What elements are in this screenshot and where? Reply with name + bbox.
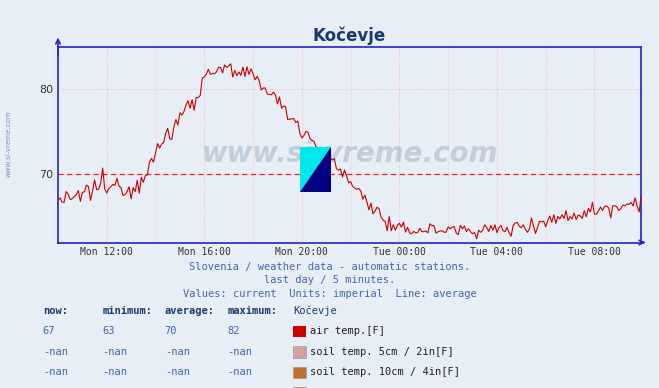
Text: www.si-vreme.com: www.si-vreme.com bbox=[202, 140, 498, 168]
Text: -nan: -nan bbox=[165, 367, 190, 377]
Polygon shape bbox=[300, 147, 331, 192]
Text: minimum:: minimum: bbox=[102, 305, 152, 315]
Text: -nan: -nan bbox=[165, 346, 190, 357]
Text: -nan: -nan bbox=[227, 346, 252, 357]
Text: maximum:: maximum: bbox=[227, 305, 277, 315]
Polygon shape bbox=[300, 147, 331, 192]
Text: Slovenia / weather data - automatic stations.: Slovenia / weather data - automatic stat… bbox=[189, 262, 470, 272]
Text: soil temp. 5cm / 2in[F]: soil temp. 5cm / 2in[F] bbox=[310, 346, 454, 357]
Text: now:: now: bbox=[43, 305, 68, 315]
Polygon shape bbox=[300, 147, 331, 192]
Text: -nan: -nan bbox=[102, 367, 127, 377]
Text: www.si-vreme.com: www.si-vreme.com bbox=[5, 110, 11, 177]
Text: air temp.[F]: air temp.[F] bbox=[310, 326, 386, 336]
Title: Kočevje: Kočevje bbox=[313, 26, 386, 45]
Text: -nan: -nan bbox=[43, 346, 68, 357]
Text: -nan: -nan bbox=[227, 367, 252, 377]
Text: last day / 5 minutes.: last day / 5 minutes. bbox=[264, 275, 395, 285]
Text: soil temp. 10cm / 4in[F]: soil temp. 10cm / 4in[F] bbox=[310, 367, 461, 377]
Text: Values: current  Units: imperial  Line: average: Values: current Units: imperial Line: av… bbox=[183, 289, 476, 299]
Text: -nan: -nan bbox=[43, 367, 68, 377]
Text: Kočevje: Kočevje bbox=[293, 305, 337, 315]
Text: 63: 63 bbox=[102, 326, 115, 336]
Text: -nan: -nan bbox=[102, 346, 127, 357]
Text: average:: average: bbox=[165, 305, 215, 315]
Text: 67: 67 bbox=[43, 326, 55, 336]
Text: 82: 82 bbox=[227, 326, 240, 336]
Text: 70: 70 bbox=[165, 326, 177, 336]
